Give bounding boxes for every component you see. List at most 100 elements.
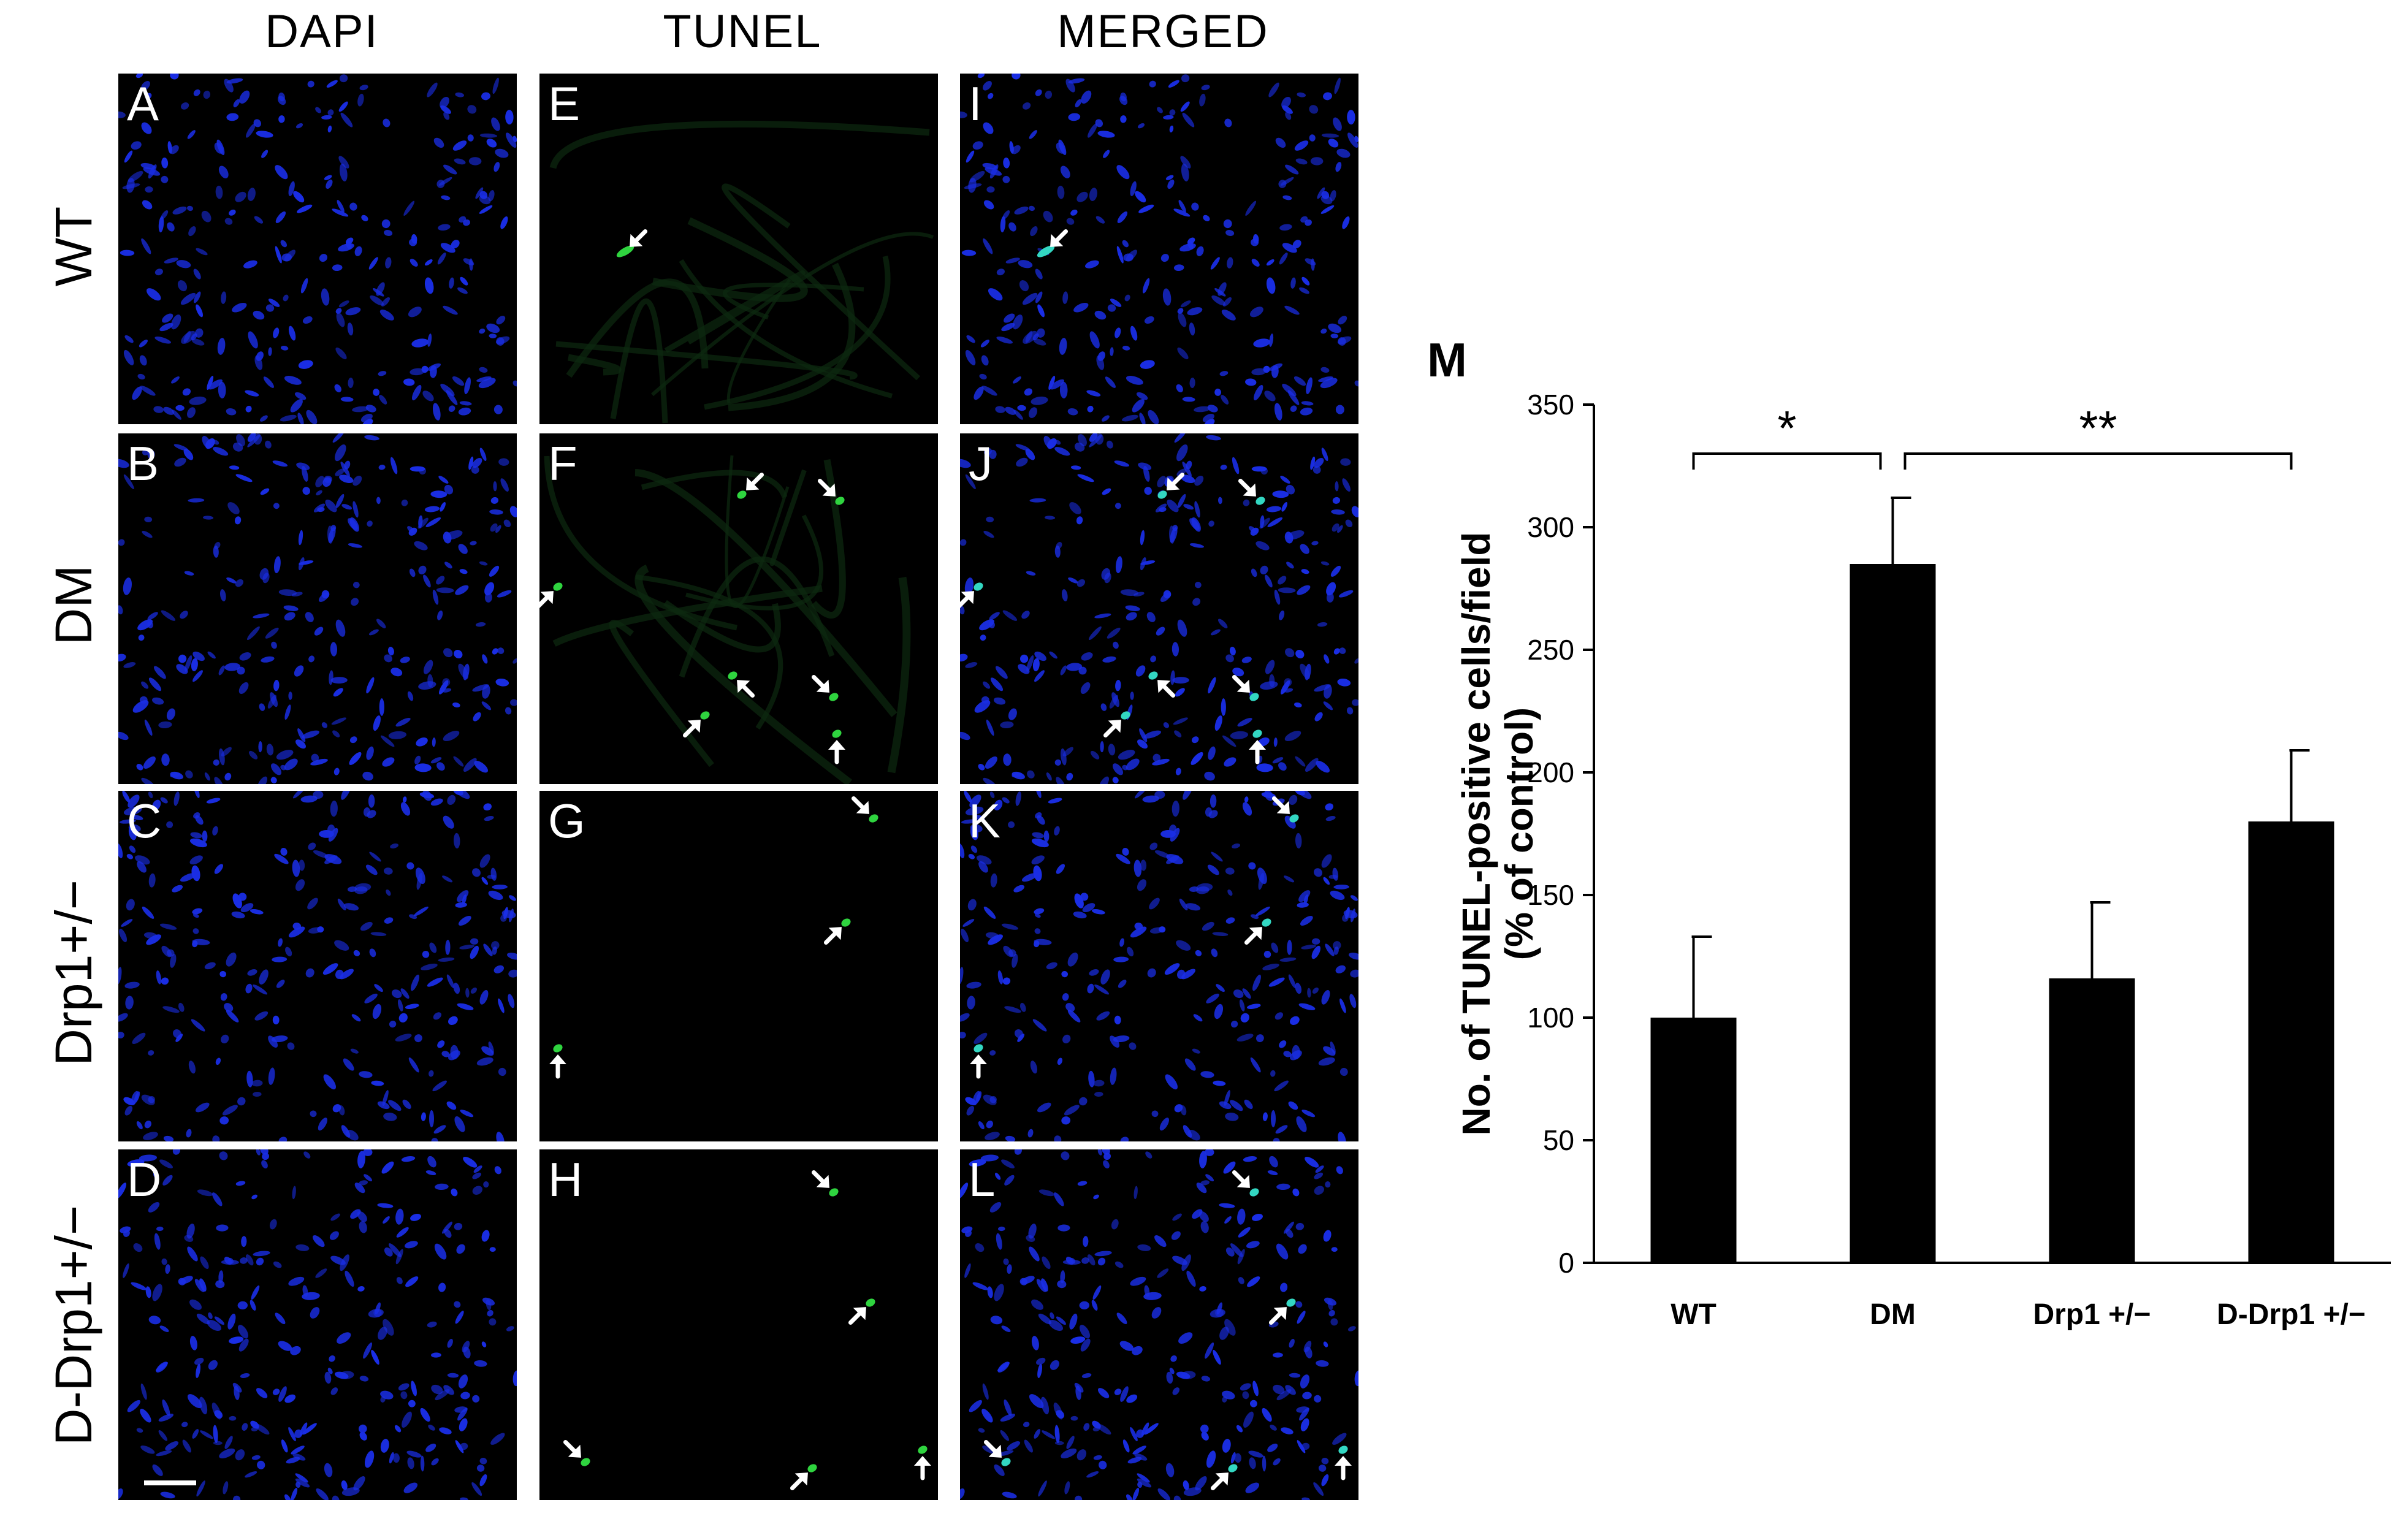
panel-letter: L: [969, 1152, 996, 1206]
y-tick-label: 50: [1543, 1124, 1574, 1156]
tunel-positive-cell: [1157, 490, 1167, 499]
micrograph-image: [539, 791, 938, 1141]
arrow-marker: [1335, 1456, 1352, 1480]
x-tick-label: DM: [1870, 1298, 1916, 1331]
row-label-wt: WT: [45, 206, 102, 287]
micrograph-panel-k: K: [960, 791, 1358, 1141]
arrow-marker: [630, 229, 648, 247]
y-tick-label: 300: [1527, 511, 1574, 543]
column-header-tunel: TUNEL: [663, 6, 822, 58]
arrow-marker: [811, 1170, 829, 1188]
nuclei-layer: [118, 1149, 517, 1500]
panel-letter: I: [969, 77, 982, 131]
arrow-marker: [549, 1054, 566, 1079]
panel-letter: D: [127, 1152, 162, 1206]
tunel-positive-cell: [1255, 497, 1265, 505]
micrograph-image: [960, 74, 1358, 424]
arrow-marker: [563, 1439, 581, 1458]
y-tick-label: 350: [1527, 389, 1574, 421]
panel-letter: A: [127, 77, 159, 131]
significance-bracket: *: [1692, 401, 1882, 470]
column-header-dapi: DAPI: [265, 6, 379, 58]
arrow-marker: [1232, 1170, 1250, 1188]
panel-letter: G: [548, 794, 585, 848]
tunel-positive-cell: [807, 1464, 817, 1472]
micrograph-image: [960, 791, 1358, 1141]
tunel-positive-cell: [1001, 1458, 1011, 1466]
arrow-marker: [1157, 680, 1176, 698]
panel-letter: F: [548, 436, 577, 490]
column-header-merged: MERGED: [1057, 6, 1269, 58]
panel-letter: H: [548, 1152, 583, 1206]
tunel-positive-cell: [553, 582, 563, 591]
arrow-marker: [851, 796, 869, 814]
panel-letter: J: [969, 436, 993, 490]
micrograph-panel-h: H: [539, 1149, 938, 1500]
bar: [2248, 821, 2334, 1263]
micrograph-image: [118, 1149, 517, 1500]
tunel-positive-cell: [700, 711, 710, 720]
panel-letter: C: [127, 794, 162, 848]
y-tick-label: 150: [1527, 879, 1574, 911]
micrograph-panel-f: F: [539, 433, 938, 784]
micrograph-image: [960, 1149, 1358, 1500]
nuclei-layer: [118, 74, 517, 424]
arrow-marker: [1167, 472, 1185, 490]
micrograph-panel-g: G: [539, 791, 938, 1141]
arrow-marker: [811, 674, 829, 693]
micrograph-image: [118, 74, 517, 424]
arrow-marker: [1232, 674, 1250, 693]
scale-bar: [144, 1480, 196, 1485]
panel-letter: E: [548, 77, 581, 131]
arrow-marker: [1050, 229, 1069, 247]
micrograph-image: [539, 433, 938, 784]
tunel-positive-cell: [973, 582, 983, 591]
arrow-marker: [1268, 1307, 1287, 1325]
arrow-marker: [983, 1439, 1002, 1458]
micrograph-panel-a: A: [118, 74, 517, 424]
x-tick-label: Drp1 +/−: [2033, 1298, 2151, 1331]
micrograph-panel-b: B: [118, 433, 517, 784]
y-tick-label: 0: [1558, 1247, 1574, 1279]
tissue-autofluorescence: [549, 120, 934, 424]
tunel-positive-cell: [581, 1458, 590, 1466]
significance-label: *: [1777, 401, 1796, 455]
tunel-positive-cell: [1148, 671, 1158, 680]
bar: [2049, 978, 2135, 1263]
tunel-positive-cell: [1228, 1464, 1238, 1472]
tissue-autofluorescence: [544, 455, 911, 784]
nuclei-layer: [960, 1149, 1358, 1500]
arrow-marker: [960, 591, 974, 608]
arrow-marker: [746, 472, 764, 490]
bar: [1650, 1018, 1737, 1263]
tunel-positive-cell: [616, 245, 634, 257]
arrow-marker: [914, 1456, 931, 1480]
tunel-positive-cell: [832, 729, 842, 738]
micrograph-panel-c: C: [118, 791, 517, 1141]
arrow-marker: [848, 1307, 866, 1325]
nuclei-layer: [960, 74, 1358, 424]
arrow-marker: [682, 720, 701, 738]
arrow-marker: [817, 478, 836, 497]
y-axis-label: No. of TUNEL-positive cells/field: [1454, 532, 1498, 1136]
row-label-dm: DM: [45, 565, 102, 646]
micrograph-panel-d: D: [118, 1149, 517, 1500]
tunel-positive-cell: [553, 1044, 563, 1053]
micrograph-image: [960, 433, 1358, 784]
significance-bracket: **: [1903, 401, 2293, 470]
arrow-marker: [790, 1472, 808, 1491]
y-axis-label-units: (% of control): [1497, 707, 1541, 960]
tunel-positive-cell: [1249, 1188, 1259, 1197]
tunel-positive-cell: [737, 490, 747, 499]
tunel-positive-cell: [866, 1298, 875, 1307]
arrow-marker: [823, 927, 842, 945]
x-tick-label: WT: [1671, 1298, 1716, 1331]
nuclei-layer: [960, 433, 1358, 784]
micrograph-image: [539, 1149, 938, 1500]
y-tick-label: 100: [1527, 1002, 1574, 1034]
arrow-marker: [828, 740, 845, 764]
tunel-positive-cell: [869, 814, 878, 823]
y-tick-label: 250: [1527, 634, 1574, 666]
tunel-positive-cell: [1262, 918, 1271, 927]
arrow-marker: [737, 680, 755, 698]
